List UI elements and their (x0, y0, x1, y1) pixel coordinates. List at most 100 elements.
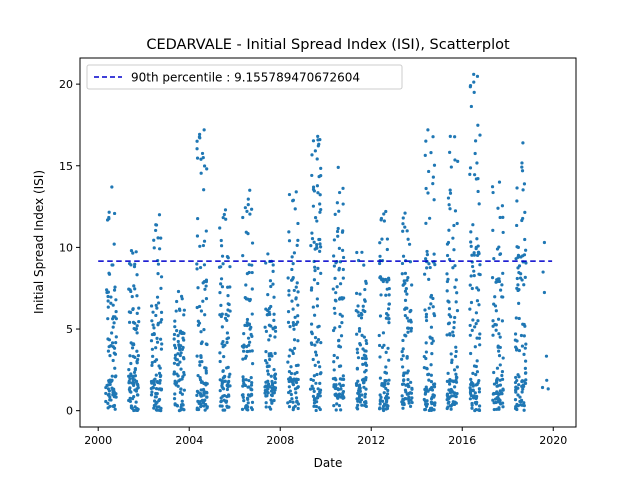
point-2004-74 (199, 354, 203, 358)
point-2006-65 (245, 320, 249, 325)
point-2012-25 (384, 293, 388, 297)
point-2003-63 (178, 360, 182, 364)
point-2009-2 (316, 191, 320, 195)
point-2011-12 (356, 356, 361, 360)
point-2017-73 (494, 309, 498, 313)
point-2001-51 (128, 354, 132, 358)
point-2004-8 (204, 342, 208, 346)
point-2004-77 (205, 382, 209, 386)
point-2012-49 (387, 293, 391, 297)
point-2008-37 (292, 338, 297, 342)
point-2007-82 (273, 351, 277, 355)
point-2011-81 (357, 395, 362, 399)
point-2009-4 (318, 210, 322, 214)
y-tick-label-0: 0 (66, 405, 73, 418)
point-2009-74 (310, 384, 314, 388)
x-axis: 2000 2004 2008 2012 2016 2020 (84, 427, 567, 447)
point-2011-6 (357, 329, 362, 333)
point-2007-90 (266, 252, 270, 256)
point-2010-1 (332, 264, 336, 268)
point-2005-41 (225, 331, 230, 335)
point-2007-63 (266, 292, 270, 297)
point-2019-6 (542, 240, 547, 245)
point-2005-58 (226, 385, 230, 389)
point-2001-12 (134, 400, 138, 404)
point-2015-79 (447, 203, 451, 207)
point-2009-35 (309, 322, 314, 326)
point-2016-33 (468, 172, 472, 176)
point-2018-62 (519, 333, 524, 338)
point-2013-33 (401, 229, 405, 233)
point-2012-75 (381, 331, 386, 335)
point-2010-37 (331, 287, 335, 291)
point-2017-34 (491, 228, 495, 232)
point-2004-80 (200, 151, 205, 156)
point-2011-19 (361, 362, 365, 367)
point-2001-72 (128, 396, 132, 400)
point-2009-90 (315, 157, 319, 161)
point-2003-45 (173, 402, 177, 406)
point-2009-1 (319, 166, 323, 170)
point-2004-49 (195, 234, 200, 238)
point-2008-77 (295, 243, 299, 247)
point-2014-100 (426, 128, 430, 132)
point-2013-21 (404, 334, 408, 338)
point-2002-26 (160, 342, 164, 346)
point-2009-98 (313, 247, 317, 251)
point-2017-87 (492, 257, 496, 261)
point-2003-24 (173, 392, 177, 396)
point-2016-50 (477, 387, 481, 391)
point-2012-20 (386, 396, 390, 400)
point-2001-20 (132, 284, 136, 288)
point-2010-45 (332, 238, 336, 242)
point-2000-77 (112, 321, 116, 325)
point-2009-12 (310, 231, 314, 235)
point-2004-37 (199, 171, 203, 175)
point-2000-21 (104, 399, 108, 404)
point-2014-28 (433, 263, 437, 267)
point-2006-80 (244, 283, 248, 287)
point-2004-24 (204, 297, 209, 301)
point-2010-90 (332, 306, 336, 310)
point-2005-69 (223, 379, 227, 383)
point-2015-100 (448, 134, 452, 138)
point-2003-75 (179, 405, 183, 409)
point-2017-56 (495, 407, 499, 411)
point-2005-85 (220, 382, 224, 386)
point-2018-23 (524, 248, 528, 252)
point-2000-81 (114, 298, 118, 302)
point-2008-48 (296, 320, 300, 324)
point-2015-6 (451, 266, 455, 270)
point-2017-2 (490, 185, 495, 189)
point-2011-47 (355, 407, 360, 411)
point-2005-72 (218, 404, 222, 408)
point-2003-55 (182, 313, 186, 317)
point-2003-35 (179, 294, 184, 298)
point-2015-97 (448, 207, 452, 211)
point-2000-83 (113, 352, 118, 356)
point-2009-54 (311, 305, 315, 309)
plot-frame (79, 57, 577, 428)
point-2010-33 (336, 234, 340, 238)
point-2005-11 (219, 303, 223, 307)
point-2010-13 (335, 201, 339, 205)
point-2018-31 (523, 210, 527, 214)
point-2009-76 (312, 389, 316, 393)
point-2009-62 (318, 381, 322, 385)
point-2011-87 (361, 308, 365, 312)
point-2014-15 (424, 350, 428, 354)
point-2015-17 (448, 257, 452, 262)
point-2005-3 (226, 294, 230, 298)
point-2001-74 (131, 320, 136, 324)
point-2017-31 (500, 283, 504, 287)
point-2011-67 (360, 378, 365, 382)
point-2018-47 (516, 283, 520, 287)
point-2011-78 (364, 378, 368, 382)
point-2009-63 (309, 244, 313, 248)
point-2001-66 (136, 354, 140, 358)
point-2015-75 (455, 365, 459, 369)
point-2011-8 (355, 291, 359, 295)
y-tick-label-5: 5 (66, 323, 73, 336)
point-2009-85 (310, 153, 314, 157)
point-2009-78 (312, 278, 317, 282)
